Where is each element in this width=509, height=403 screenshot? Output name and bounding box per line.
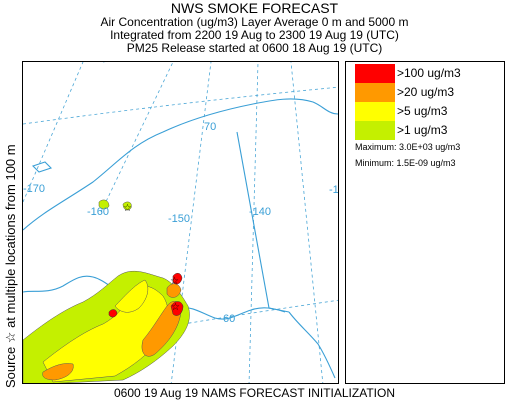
latitude-70-line <box>23 86 338 125</box>
integration-period: Integrated from 2200 19 Aug to 2300 19 A… <box>110 28 399 42</box>
lat-60-label: 60 <box>223 313 235 325</box>
st-lawrence-island <box>31 161 53 173</box>
smoke-level-5b <box>114 279 149 313</box>
legend-swatch-1 <box>355 121 395 140</box>
smoke-patch-north <box>122 201 132 211</box>
longitude-m160-line <box>100 62 174 213</box>
lon-m140-label: -140 <box>249 206 271 218</box>
longitude-m170-line <box>23 62 84 203</box>
forecast-title: NWS SMOKE FORECAST <box>170 0 339 16</box>
legend-item-5: >5 ug/m3 <box>355 102 497 121</box>
legend-label-5: >5 ug/m3 <box>397 104 448 118</box>
smoke-level-20c <box>42 363 74 381</box>
source-marker-2: ☆ <box>170 276 179 287</box>
legend-swatch-100 <box>355 64 395 83</box>
lat-70-label: 70 <box>204 121 216 133</box>
smoke-level-100b <box>172 273 183 285</box>
source-label: Source ☆ at multiple locations from 100 … <box>3 144 18 388</box>
longitude-m130-line <box>290 62 324 383</box>
legend-label-1: >1 ug/m3 <box>397 123 448 137</box>
legend-swatch-5 <box>355 102 395 121</box>
legend-minimum: Minimum: 1.5E-09 ug/m3 <box>355 158 456 168</box>
release-start: PM25 Release started at 0600 18 Aug 19 (… <box>126 41 383 55</box>
concentration-subtitle: Air Concentration (ug/m3) Layer Average … <box>100 15 409 29</box>
side-label-container: Source ☆ at multiple locations from 100 … <box>0 0 22 403</box>
legend-item-100: >100 ug/m3 <box>355 64 497 83</box>
legend-label-20: >20 ug/m3 <box>397 85 455 99</box>
smoke-level-20b <box>166 283 182 298</box>
lon-m170-label: -170 <box>23 183 45 195</box>
source-marker-3: ☆ <box>171 302 180 313</box>
lon-m130-label: -130 <box>329 184 339 196</box>
legend-label-100: >100 ug/m3 <box>397 66 461 80</box>
smoke-map: ☆ ☆ ☆ 70 60 -170 -160 -150 -140 -130 <box>22 61 339 384</box>
lon-m160-label: -160 <box>87 206 109 218</box>
legend-item-20: >20 ug/m3 <box>355 83 497 102</box>
legend-maximum: Maximum: 3.0E+03 ug/m3 <box>355 142 461 152</box>
smoke-patch-west <box>98 199 110 210</box>
map-canvas: ☆ ☆ ☆ 70 60 -170 -160 -150 -140 -130 <box>23 62 339 383</box>
smoke-level-100 <box>170 301 184 316</box>
legend-panel: >100 ug/m3 >20 ug/m3 >5 ug/m3 >1 ug/m3 M… <box>345 61 505 384</box>
lon-m150-label: -150 <box>168 213 190 225</box>
legend-swatch-20 <box>355 83 395 102</box>
canada-border <box>236 131 290 313</box>
smoke-level-100c <box>108 309 118 318</box>
panhandle-coast <box>288 311 336 379</box>
legend-item-1: >1 ug/m3 <box>355 121 497 140</box>
source-marker-1: ☆ <box>123 203 132 214</box>
forecast-initialization: 0600 19 Aug 19 NAMS FORECAST INITIALIZAT… <box>114 386 395 400</box>
